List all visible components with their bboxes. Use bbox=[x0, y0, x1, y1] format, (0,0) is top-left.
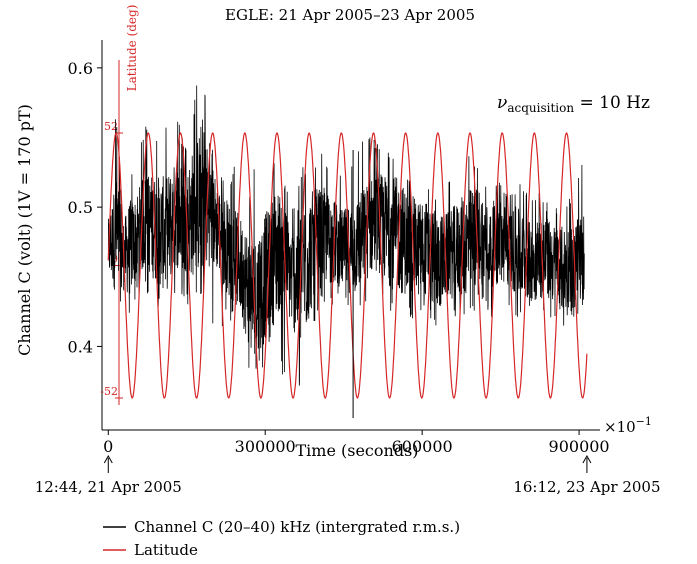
chart-title: EGLE: 21 Apr 2005–23 Apr 2005 bbox=[225, 6, 475, 24]
legend-item-channel-c: Channel C (20–40) kHz (intergrated r.m.s… bbox=[103, 518, 460, 536]
x-axis-multiplier: ×10−1 bbox=[604, 415, 652, 436]
y-tick-label-2: 0.6 bbox=[68, 59, 93, 78]
time-marker-1: 16:12, 23 Apr 2005 bbox=[513, 454, 661, 496]
x-tick-label-2: 600000 bbox=[392, 437, 453, 456]
x-tick-label-0: 0 bbox=[103, 437, 113, 456]
x-tick-label-3: 900000 bbox=[549, 437, 610, 456]
time-marker-label-0: 12:44, 21 Apr 2005 bbox=[35, 478, 182, 496]
x-tick-label-1: 300000 bbox=[235, 437, 296, 456]
latitude-axis-label: Latitude (deg) bbox=[125, 5, 139, 92]
x-axis-label: Time (seconds) bbox=[295, 441, 418, 460]
y-axis-label: Channel C (volt) (1V = 170 pT) bbox=[15, 104, 34, 356]
legend-label-channel-c: Channel C (20–40) kHz (intergrated r.m.s… bbox=[134, 518, 460, 536]
time-marker-arrowhead-1 bbox=[582, 454, 592, 464]
time-marker-label-1: 16:12, 23 Apr 2005 bbox=[513, 478, 660, 496]
acquisition-rate-annotation: νacquisition = 10 Hz bbox=[497, 93, 650, 115]
latitude-tick-label-0: -52 bbox=[100, 385, 118, 398]
legend: Channel C (20–40) kHz (intergrated r.m.s… bbox=[103, 518, 460, 559]
legend-item-latitude: Latitude bbox=[103, 541, 198, 559]
y-axis: 0.4 0.5 0.6 bbox=[68, 40, 103, 430]
y-tick-label-0: 0.4 bbox=[68, 337, 93, 356]
time-marker-arrowhead-0 bbox=[103, 454, 113, 464]
latitude-tick-label-2: 52 bbox=[104, 120, 118, 133]
time-marker-0: 12:44, 21 Apr 2005 bbox=[35, 454, 182, 496]
legend-label-latitude: Latitude bbox=[134, 541, 198, 559]
x-axis: 0 300000 600000 900000 bbox=[102, 429, 610, 456]
series-latitude-line bbox=[107, 132, 588, 399]
y-tick-label-1: 0.5 bbox=[68, 198, 93, 217]
